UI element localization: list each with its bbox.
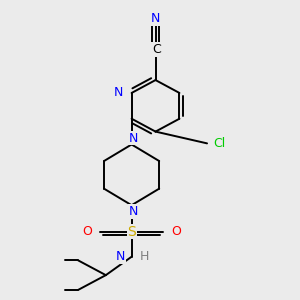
Text: N: N (151, 12, 160, 25)
Text: N: N (128, 132, 138, 145)
Text: C: C (152, 43, 161, 56)
Text: H: H (140, 250, 149, 263)
Text: N: N (128, 205, 138, 218)
Text: Cl: Cl (214, 137, 226, 150)
Text: O: O (82, 225, 92, 238)
Text: N: N (116, 250, 125, 263)
Text: O: O (171, 225, 181, 238)
Text: N: N (114, 86, 124, 100)
Text: S: S (127, 225, 136, 239)
